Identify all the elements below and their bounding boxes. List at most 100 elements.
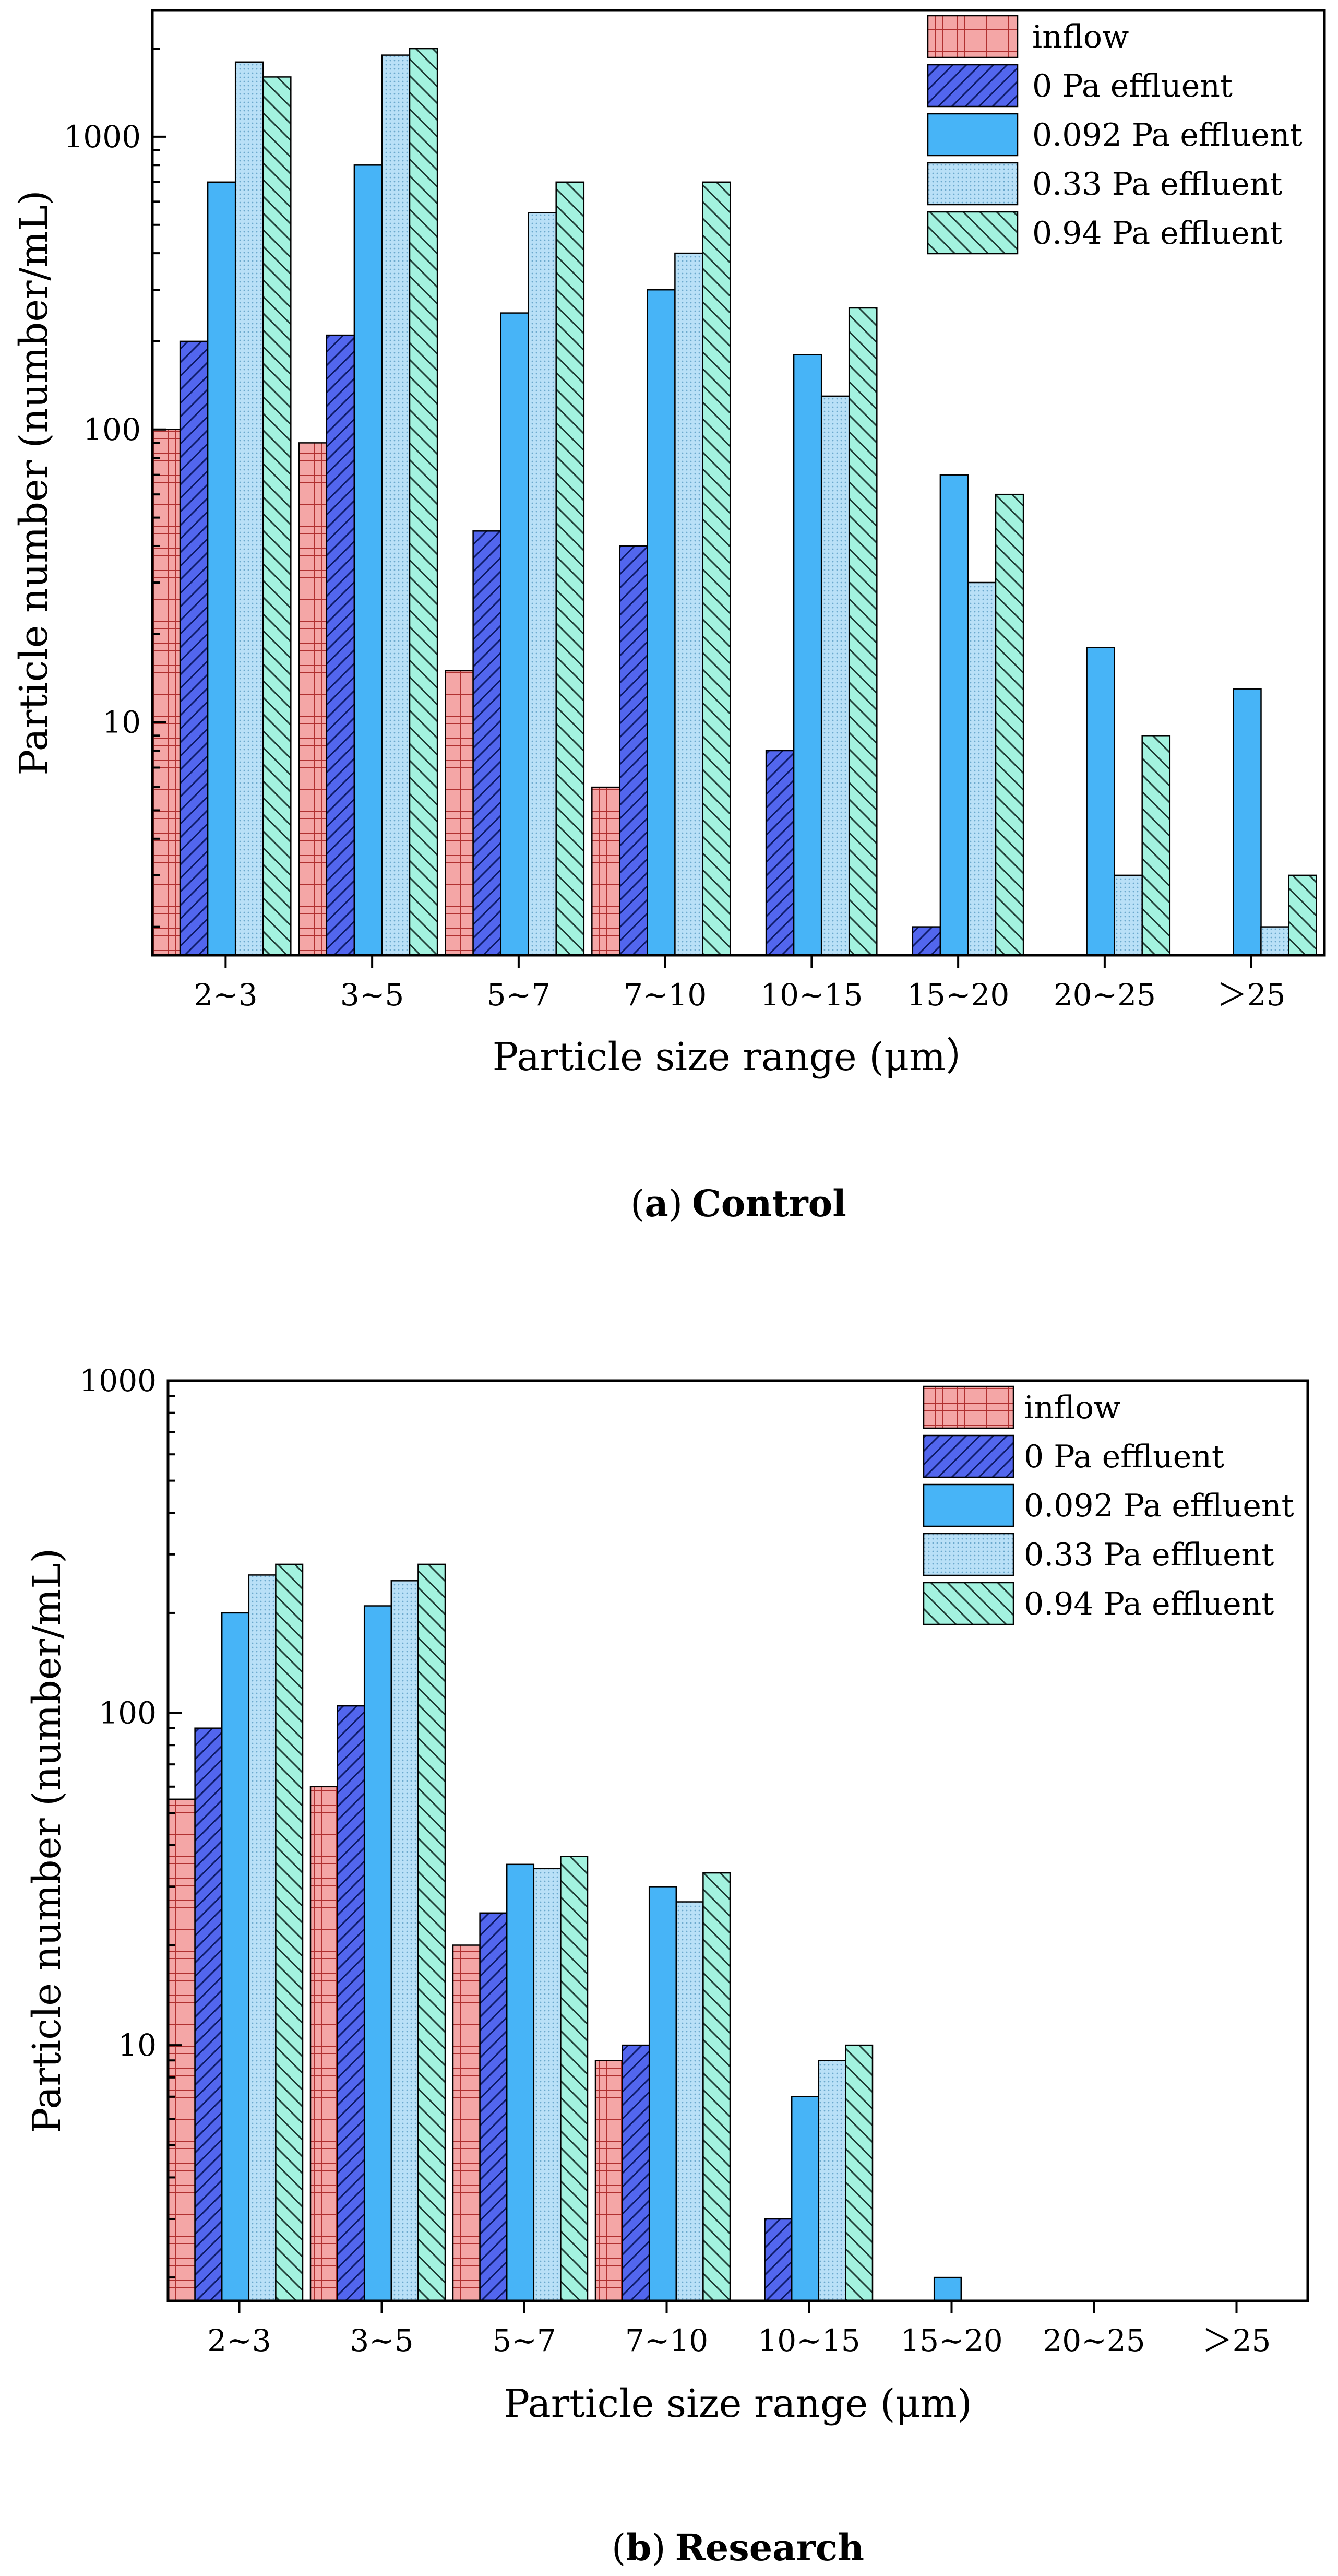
legend-swatch-a-s3 [927, 162, 1019, 206]
caption-part-prefix: ( [630, 1182, 644, 1225]
bar-a-s2-c6 [1086, 647, 1115, 956]
legend-b: inflow 0 Pa effluent 0.092 Pa effluent 0.33… [923, 1385, 1294, 1625]
bar-a-s1-c2 [472, 530, 501, 956]
bar-a-s2-c3 [647, 289, 676, 956]
bar-a-s0-c1 [298, 442, 328, 956]
bar-a-s4-c0 [262, 76, 292, 956]
bar-a-s3-c6 [1114, 874, 1143, 956]
caption-part-close: ) [668, 1182, 683, 1225]
bar-a-s3-c1 [381, 54, 411, 956]
plot-frame-b [166, 1379, 1309, 2302]
bar-b-s1-c3 [622, 2044, 650, 2302]
bar-b-s2-c0 [221, 1612, 250, 2302]
bar-b-s4-c1 [417, 1563, 446, 2302]
legend-swatch-b-s4 [923, 1582, 1014, 1625]
bar-b-s0-c3 [594, 2060, 623, 2302]
bar-a-s4-c2 [555, 181, 585, 956]
xtick-label-b: 2~3 [207, 2323, 271, 2358]
xtick-label-a: 20~25 [1054, 977, 1156, 1013]
bar-a-s4-c6 [1141, 735, 1171, 956]
bar-a-s4-c5 [995, 493, 1024, 956]
bar-a-s2-c5 [939, 474, 969, 956]
ytick-label-b: 10 [118, 2027, 157, 2063]
bar-a-s3-c4 [820, 395, 850, 956]
bar-b-s1-c4 [764, 2218, 793, 2302]
bar-b-s4-c3 [702, 1872, 731, 2302]
legend-label-b-s3: 0.33 Pa effluent [1024, 1537, 1274, 1573]
bar-a-s3-c3 [674, 252, 703, 956]
caption-part-letter: a [644, 1182, 668, 1225]
legend-label-b-s0: inflow [1024, 1390, 1120, 1426]
legend-swatch-b-s1 [923, 1434, 1014, 1478]
xtick-label-b: 5~7 [492, 2323, 556, 2358]
y-axis-title-a: Particle number (number/mL) [11, 190, 56, 775]
bar-b-s2-c5 [933, 2276, 962, 2302]
bar-a-s4-c3 [702, 181, 731, 956]
caption-part-name: Research [675, 2526, 864, 2569]
xtick-label-b: 10~15 [758, 2323, 860, 2358]
chart-panel-b: 10 100 1000 2~3 3~5 5~7 7~10 10~15 15~20 20~25 ＞25… [25, 1363, 1309, 2569]
ytick-label-a: 100 [83, 412, 141, 447]
bar-a-s0-c2 [445, 670, 474, 956]
bar-a-s3-c0 [234, 61, 264, 956]
x-axis-title-b: Particle size range (μm) [504, 2381, 972, 2426]
bar-a-s0-c0 [151, 429, 181, 956]
bar-b-s2-c1 [363, 1605, 392, 2302]
y-axis-title-b: Particle number (number/mL) [25, 1548, 69, 2133]
caption-part-prefix: ( [612, 2526, 626, 2569]
plot-frame-a [151, 9, 1326, 957]
panel-caption-a: (a) Control [630, 1182, 846, 1225]
panel-caption-b: (b) Research [612, 2526, 864, 2569]
bar-a-s4-c1 [409, 48, 438, 956]
bar-b-s4-c0 [275, 1563, 304, 2302]
legend-label-a-s0: inflow [1032, 19, 1129, 55]
xtick-label-a: 2~3 [194, 977, 257, 1013]
caption-part-close: ) [651, 2526, 665, 2569]
bar-a-s3-c7 [1260, 926, 1289, 956]
xtick-label-b: 3~5 [350, 2323, 413, 2358]
ytick-label-b: 100 [99, 1695, 157, 1731]
x-axis-title-a: Particle size range (μm） [493, 1035, 985, 1079]
bar-b-s3-c2 [533, 1868, 562, 2302]
bar-a-s4-c7 [1288, 874, 1317, 956]
legend-swatch-a-s0 [927, 15, 1019, 58]
legend-label-a-s4: 0.94 Pa effluent [1032, 215, 1282, 252]
legend-a: inflow 0 Pa effluent 0.092 Pa effluent 0.33… [927, 15, 1303, 255]
bar-b-s0-c2 [452, 1944, 481, 2302]
legend-label-a-s3: 0.33 Pa effluent [1032, 166, 1282, 203]
bar-b-s3-c4 [818, 2060, 846, 2302]
legend-swatch-a-s4 [927, 211, 1019, 255]
caption-part-name: Control [692, 1182, 846, 1225]
xtick-label-a: 5~7 [487, 977, 551, 1013]
ytick-label-b: 1000 [79, 1363, 157, 1398]
bar-a-s3-c5 [967, 581, 997, 956]
bar-a-s1-c0 [179, 340, 209, 956]
bar-b-s2-c4 [791, 2096, 820, 2302]
bar-a-s2-c0 [207, 181, 236, 956]
bar-b-s2-c2 [506, 1863, 535, 2302]
bar-b-s1-c2 [479, 1912, 508, 2302]
bar-b-s4-c2 [560, 1856, 589, 2302]
bar-b-s1-c1 [337, 1705, 365, 2302]
bar-a-s1-c4 [765, 750, 795, 956]
legend-swatch-a-s2 [927, 113, 1019, 157]
xtick-label-b: 7~10 [625, 2323, 708, 2358]
ytick-label-a: 10 [102, 705, 141, 740]
bar-b-s0-c0 [167, 1798, 196, 2302]
bar-a-s3-c2 [528, 212, 557, 956]
legend-label-a-s1: 0 Pa effluent [1032, 68, 1233, 104]
xtick-label-a: 10~15 [760, 977, 863, 1013]
bar-a-s1-c5 [912, 926, 941, 956]
xtick-label-a: 7~10 [624, 977, 707, 1013]
bar-b-s3-c3 [675, 1901, 704, 2302]
ytick-label-a: 1000 [64, 119, 141, 155]
legend-swatch-b-s2 [923, 1483, 1014, 1527]
xtick-label-b: 15~20 [900, 2323, 1002, 2358]
bar-a-s0-c3 [591, 786, 620, 956]
bar-a-s2-c1 [353, 164, 383, 956]
bar-a-s4-c4 [848, 307, 878, 956]
bar-a-s2-c4 [793, 354, 822, 956]
legend-label-b-s2: 0.092 Pa effluent [1024, 1488, 1294, 1524]
legend-label-b-s1: 0 Pa effluent [1024, 1439, 1224, 1475]
